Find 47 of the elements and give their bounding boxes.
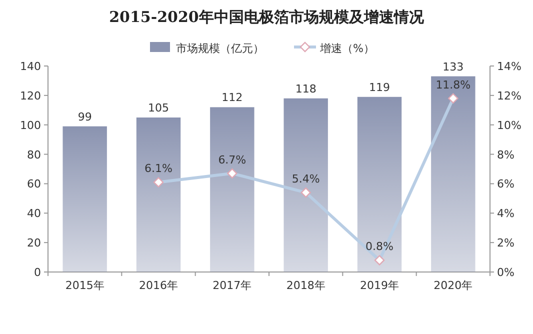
y2-tick-label: 2% (497, 236, 514, 250)
data-label: 11.8% (436, 78, 471, 92)
y2-tick-label: 6% (497, 178, 514, 191)
bar (136, 118, 181, 272)
x-tick-label: 2019年 (360, 279, 399, 292)
y-tick-label: 60 (27, 178, 41, 191)
y-tick-label: 0 (34, 266, 41, 279)
legend-label: 增速（%） (319, 42, 374, 55)
data-label: 0.8% (366, 240, 394, 254)
y2-tick-label: 12% (497, 89, 522, 102)
x-tick-label: 2015年 (65, 279, 104, 292)
x-tick-label: 2016年 (139, 279, 178, 292)
data-label: 105 (148, 102, 169, 114)
legend-label: 市场规模（亿元） (176, 42, 264, 55)
x-tick-label: 2018年 (286, 279, 326, 292)
data-label: 6.7% (218, 153, 246, 166)
bar (357, 96, 402, 272)
chart-title: 2015-2020年中国电极箔市场规模及增速情况 (109, 8, 425, 26)
data-label: 133 (442, 60, 464, 74)
y-tick-label: 40 (27, 207, 41, 220)
y-tick-label: 140 (20, 60, 41, 73)
y2-tick-label: 0% (497, 266, 514, 279)
y2-tick-label: 14% (497, 60, 522, 73)
bar (62, 126, 107, 272)
x-tick-label: 2017年 (212, 279, 252, 292)
data-label: 119 (369, 80, 390, 94)
y2-tick-label: 8% (497, 148, 514, 162)
point (153, 177, 164, 188)
data-label: 5.4% (292, 172, 320, 186)
y-tick-label: 120 (20, 89, 41, 102)
y-tick-label: 80 (27, 148, 41, 162)
data-label: 118 (295, 82, 316, 96)
point (227, 168, 238, 179)
y-tick-label: 100 (20, 118, 41, 132)
data-label: 112 (222, 91, 243, 104)
y2-tick-label: 4% (497, 207, 514, 220)
bar (210, 107, 254, 272)
data-label: 6.1% (144, 162, 172, 176)
point (448, 93, 458, 104)
point (374, 255, 385, 266)
y-tick-label: 20 (27, 236, 41, 250)
x-tick-label: 2020年 (434, 279, 473, 292)
point (300, 187, 311, 198)
bar (284, 98, 328, 272)
data-label: 99 (78, 110, 92, 124)
y2-tick-label: 10% (497, 118, 522, 132)
bar (431, 76, 476, 272)
